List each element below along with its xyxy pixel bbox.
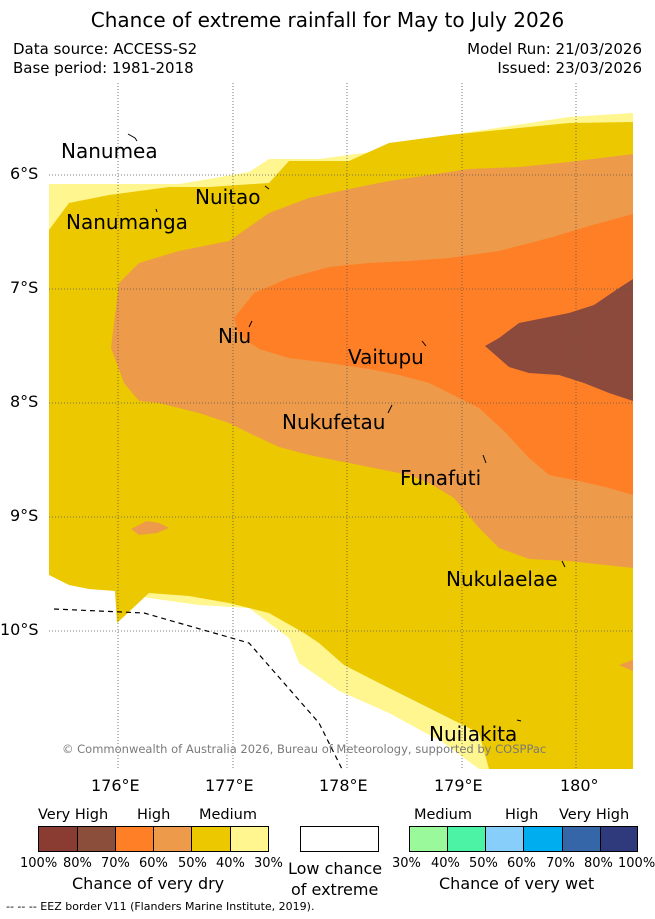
lat-label-6s: 6°S (10, 164, 39, 183)
model-run: Model Run: 21/03/2026 (467, 40, 642, 58)
dry-category-medium: Medium (199, 807, 257, 823)
place-label-nuilakita: Nuilakita (429, 722, 518, 746)
data-source: Data source: ACCESS-S2 (13, 40, 198, 58)
map-copyright: © Commonwealth of Australia 2026, Bureau… (62, 742, 547, 756)
dry-tick-60: 60% (139, 856, 168, 871)
wet-swatch-70-80 (562, 826, 601, 852)
eez-footnote: -- -- -- EEZ border V11 (Flanders Marine… (6, 900, 315, 913)
map-title: Chance of extreme rainfall for May to Ju… (90, 8, 565, 32)
wet-category-high: High (505, 807, 539, 823)
lat-label-7s: 7°S (10, 278, 39, 297)
place-label-vaitupu: Vaitupu (348, 345, 424, 369)
place-label-nuitao: Nuitao (195, 185, 261, 209)
base-period: Base period: 1981-2018 (13, 59, 194, 77)
eez-border (53, 608, 343, 770)
wet-swatch-60-70 (523, 826, 563, 852)
wet-tick-60: 60% (507, 856, 536, 871)
low-chance-label-line1: Low chance (288, 859, 383, 878)
place-label-nukulaelae: Nukulaelae (446, 567, 558, 591)
dry-tick-40: 40% (216, 856, 245, 871)
wet-swatch-30-40 (409, 826, 448, 852)
issued-date: Issued: 23/03/2026 (497, 59, 642, 77)
dry-tick-50: 50% (178, 856, 207, 871)
lat-label-8s: 8°S (10, 392, 39, 411)
dry-swatch-50-40 (191, 826, 231, 852)
zone-50-60-edge (619, 660, 633, 671)
lon-label-176e: 176°E (91, 776, 140, 795)
wet-tick-100: 100% (618, 856, 655, 871)
place-label-niu: Niu (218, 324, 252, 348)
wet-swatch-50-60 (485, 826, 524, 852)
wet-swatch-40-50 (447, 826, 486, 852)
dry-swatch-100-80 (38, 826, 78, 852)
dry-category-very-high: Very High (38, 807, 109, 823)
dry-tick-30: 30% (254, 856, 283, 871)
place-label-nukufetau: Nukufetau (282, 410, 386, 434)
low-chance-swatch (300, 826, 379, 852)
rainfall-map (49, 83, 633, 770)
islands (127, 133, 566, 722)
zone-80-100 (485, 279, 633, 401)
wet-tick-80: 80% (584, 856, 613, 871)
zone-60-70 (234, 214, 633, 495)
lon-label-179e: 179°E (434, 776, 483, 795)
graticule (49, 83, 633, 769)
dry-tick-100: 100% (20, 856, 58, 871)
dry-swatch-80-70 (77, 826, 116, 852)
dry-legend-title: Chance of very dry (72, 874, 225, 893)
lat-label-10s: 10°S (0, 620, 39, 639)
place-label-nanumea: Nanumea (61, 139, 158, 163)
low-chance-label-line2: of extreme (291, 880, 379, 899)
wet-swatch-80-100 (600, 826, 638, 852)
dry-swatch-60-50 (153, 826, 192, 852)
dry-swatch-70-60 (115, 826, 154, 852)
lon-label-178e: 178°E (319, 776, 368, 795)
place-label-nanumanga: Nanumanga (66, 210, 188, 234)
wet-tick-50: 50% (469, 856, 498, 871)
wet-tick-70: 70% (546, 856, 575, 871)
lon-label-180: 180° (560, 776, 599, 795)
lon-label-177e: 177°E (205, 776, 254, 795)
wet-category-medium: Medium (414, 807, 472, 823)
place-label-funafuti: Funafuti (400, 466, 482, 490)
dry-tick-80: 80% (63, 856, 92, 871)
lat-label-9s: 9°S (10, 506, 39, 525)
wet-tick-30: 30% (392, 856, 421, 871)
wet-tick-40: 40% (431, 856, 460, 871)
dry-tick-70: 70% (101, 856, 130, 871)
wet-category-very-high: Very High (559, 807, 630, 823)
zone-50-60-blob (131, 521, 169, 535)
dry-swatch-40-30 (230, 826, 269, 852)
wet-legend-title: Chance of very wet (439, 874, 595, 893)
rainfall-map-svg (49, 83, 633, 770)
dry-category-high: High (137, 807, 171, 823)
